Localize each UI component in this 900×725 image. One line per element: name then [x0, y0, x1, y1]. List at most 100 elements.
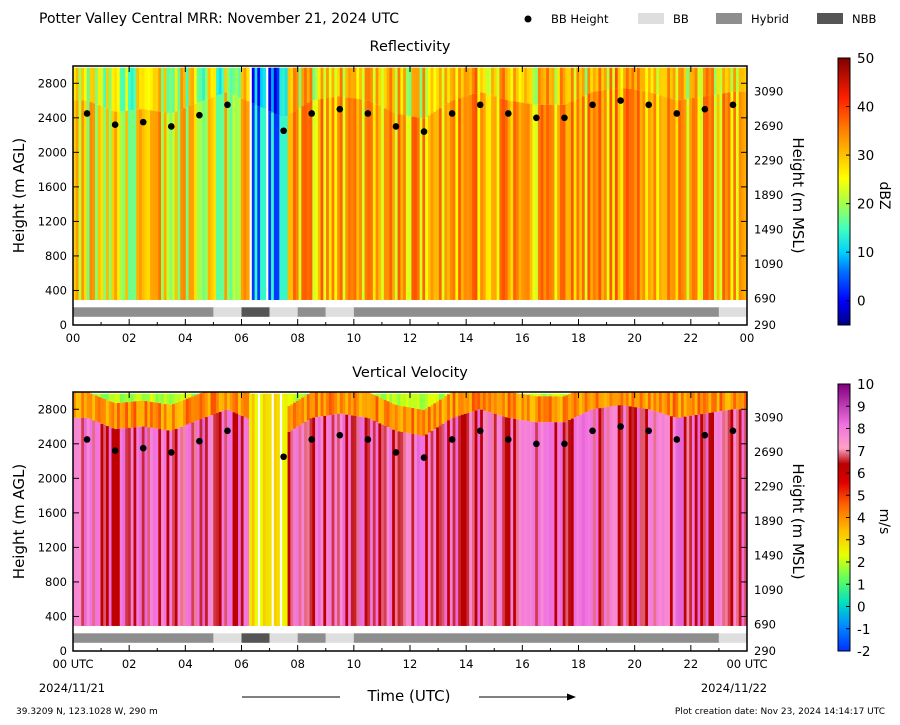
reflectivity-upper-cell — [559, 67, 564, 105]
reflectivity-lower-cell — [672, 99, 677, 300]
reflectivity-lower-cell — [579, 97, 583, 300]
x-tick-label: 16 — [515, 331, 530, 345]
reflectivity-upper-cell — [416, 67, 421, 118]
velocity-melting-cell — [191, 396, 195, 423]
reflectivity-lower-cell — [491, 95, 495, 300]
velocity-upper-cell — [108, 393, 113, 402]
reflectivity-lower-cell — [350, 98, 355, 300]
velocity-upper-cell — [114, 393, 118, 404]
reflectivity-upper-cell — [378, 67, 382, 107]
reflectivity-upper-cell — [370, 67, 374, 103]
reflectivity-lower-cell — [488, 94, 492, 300]
velocity-upper-cell — [304, 393, 308, 396]
reflectivity-upper-cell — [89, 67, 93, 103]
reflectivity-upper-cell — [719, 67, 723, 94]
velocity-melting-cell — [128, 401, 132, 428]
bb-height-point — [224, 427, 231, 435]
reflectivity-lower-cell — [271, 112, 275, 300]
velocity-melting-cell — [89, 393, 93, 420]
reflectivity-lower-cell — [658, 95, 663, 300]
bb-height-point — [167, 123, 175, 130]
velocity-melting-cell — [295, 400, 300, 427]
bb-height-point — [701, 105, 709, 113]
velocity-melting-cell — [199, 393, 203, 420]
reflectivity-lower-cell — [196, 102, 201, 300]
velocity-melting-cell — [202, 392, 206, 419]
velocity-lower-cell — [389, 428, 393, 626]
velocity-upper-cell — [411, 393, 415, 409]
velocity-melting-cell — [323, 392, 327, 416]
velocity-melting-cell — [359, 392, 363, 417]
velocity-upper-cell — [430, 393, 434, 405]
velocity-melting-cell — [447, 394, 451, 421]
reflectivity-upper-cell — [683, 67, 688, 100]
reflectivity-lower-cell — [78, 100, 82, 300]
reflectivity-lower-cell — [375, 104, 379, 300]
velocity-melting-cell — [504, 392, 509, 418]
velocity-lower-cell — [463, 413, 467, 626]
reflectivity-upper-cell — [711, 67, 715, 96]
reflectivity-upper-cell — [485, 67, 489, 94]
reflectivity-upper-cell — [114, 67, 118, 112]
bb-height-point — [308, 110, 316, 117]
velocity-lower-cell — [103, 424, 107, 626]
x-tick-label: 18 — [571, 331, 586, 345]
velocity-lower-cell — [441, 423, 445, 626]
velocity-melting-cell — [350, 392, 355, 416]
velocity-panel: Vertical Velocity04008001200160020002400… — [10, 365, 892, 671]
reflectivity-upper-cell — [601, 67, 605, 91]
reflectivity-lower-cell — [295, 109, 300, 300]
velocity-lower-cell — [317, 416, 322, 626]
velocity-melting-cell — [213, 392, 217, 414]
legend-label: NBB — [852, 12, 876, 26]
reflectivity-lower-cell — [177, 110, 181, 300]
y-tick-label: 0 — [60, 644, 67, 658]
velocity-upper-cell — [532, 393, 536, 396]
velocity-lower-cell — [645, 408, 649, 626]
reflectivity-upper-cell — [81, 67, 85, 101]
x-tick-label: 00 UTC — [52, 657, 93, 671]
reflectivity-lower-cell — [169, 113, 173, 300]
velocity-lower-cell — [510, 418, 514, 626]
reflectivity-upper-cell — [639, 67, 644, 91]
reflectivity-upper-cell — [304, 67, 308, 105]
heatmap-field — [73, 392, 747, 626]
reflectivity-upper-cell — [469, 67, 473, 95]
bb-height-point — [420, 454, 428, 461]
reflectivity-lower-cell — [634, 89, 638, 300]
reflectivity-lower-cell — [719, 93, 723, 300]
velocity-lower-cell — [675, 417, 679, 626]
velocity-upper-cell — [301, 393, 305, 398]
reflectivity-lower-cell — [548, 104, 553, 300]
reflectivity-upper-cell — [425, 67, 429, 118]
reflectivity-upper-cell — [364, 67, 368, 101]
velocity-lower-cell — [524, 420, 528, 626]
velocity-upper-cell — [389, 393, 393, 403]
velocity-lower-cell — [557, 422, 561, 626]
reflectivity-upper-cell — [529, 67, 534, 105]
velocity-lower-cell — [84, 417, 88, 626]
reflectivity-upper-cell — [386, 67, 390, 110]
velocity-lower-cell — [537, 422, 542, 626]
velocity-lower-cell — [482, 410, 487, 626]
velocity-lower-cell — [727, 409, 732, 626]
velocity-upper-cell — [565, 393, 569, 396]
bb-height-point — [111, 121, 119, 129]
reflectivity-upper-cell — [491, 67, 495, 96]
reflectivity-lower-cell — [353, 98, 357, 300]
velocity-upper-cell — [554, 393, 558, 397]
reflectivity-lower-cell — [251, 103, 256, 300]
velocity-lower-cell — [449, 418, 454, 626]
legend-label: BB — [673, 12, 689, 26]
velocity-melting-cell — [573, 392, 578, 418]
velocity-melting-cell — [394, 405, 399, 431]
reflectivity-lower-cell — [736, 91, 740, 300]
velocity-upper-cell — [139, 393, 143, 401]
velocity-melting-cell — [521, 394, 525, 421]
velocity-melting-cell — [372, 394, 377, 421]
velocity-lower-cell — [430, 430, 434, 626]
velocity-melting-cell — [111, 402, 115, 429]
velocity-lower-cell — [653, 411, 657, 626]
x-tick-label: 12 — [403, 657, 418, 671]
reflectivity-upper-cell — [736, 67, 740, 92]
